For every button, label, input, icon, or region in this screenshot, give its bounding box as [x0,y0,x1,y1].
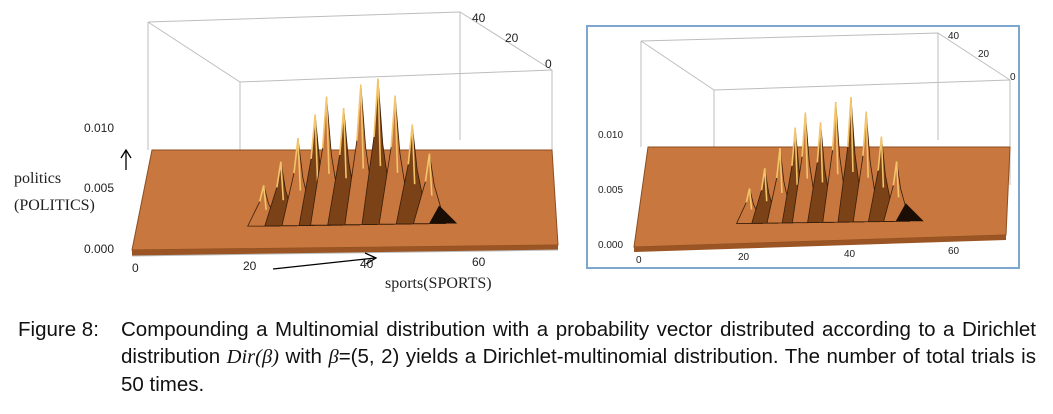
left-z-tick-0: 0.000 [84,242,114,256]
right-z-tick-0: 0.000 [598,240,623,251]
surface-peak-highlight [831,102,839,175]
left-box-back [147,11,553,195]
figure-caption: Figure 8: Compounding a Multinomial distr… [18,316,1040,398]
surface-peak-highlight [276,161,285,201]
right-depth-tick-0: 40 [948,31,960,42]
right-surface-plot: 0.000 0.005 0.010 0 20 40 60 40 20 0 [598,31,1016,266]
caption-label: Figure 8: [18,318,99,341]
caption-beta-value: =(5, 2) [338,345,400,368]
right-depth-tick-2: 0 [1010,72,1016,83]
surface-peak-highlight [321,96,330,174]
caption-text-after: yields a Dirichlet-multinomial distribut… [121,345,1036,396]
left-z-tick-2: 0.010 [84,121,114,135]
surface-shadow [895,203,924,222]
caption-beta-symbol: β [328,346,339,368]
surface-peak-highlight [373,78,382,167]
right-surface-floor-front [634,235,1006,252]
surface-peak-highlight [390,95,399,173]
right-x-axis: 0 20 40 60 [636,246,960,266]
surface-peak [412,153,446,225]
surface-peak-highlight [791,127,798,185]
caption-text-middle: with [279,345,329,368]
right-depth-tick-1: 20 [978,49,990,60]
right-x-tick-0: 0 [636,255,642,266]
surface-peak-highlight [310,114,319,182]
surface-peak-highlight [862,111,869,178]
left-box-front [131,249,559,257]
left-x-tick-1: 20 [243,259,257,273]
right-x-tick-1: 20 [738,252,750,263]
left-depth-tick-0: 40 [472,11,486,25]
caption-dir-symbol: Dir(β) [226,346,279,368]
surface-peak-highlight [293,138,302,191]
left-xlabel: sports(SPORTS) [385,275,492,292]
right-z-tick-1: 0.005 [598,185,623,196]
surface-peak-highlight [846,96,854,173]
right-z-tick-2: 0.010 [598,130,623,141]
surface-peak-highlight [356,84,365,169]
surface-peak-highlight [745,188,753,210]
right-box-back [640,32,1011,185]
left-x-tick-3: 60 [472,255,486,269]
left-depth-axis: 40 20 0 [472,11,552,71]
surface-peak-highlight [258,185,267,210]
left-ylabel-line2: (POLITICS) [14,197,95,214]
caption-body: Compounding a Multinomial distribution w… [121,316,1036,398]
right-z-axis: 0.000 0.005 0.010 [598,130,623,251]
caption-text-before: Compounding a Multinomial distribution w… [121,318,1036,368]
surface-peak-highlight [338,108,347,179]
right-surface-peaks [735,96,924,224]
surface-peak-highlight [424,153,433,196]
left-x-tick-0: 0 [132,261,139,275]
surface-shadow [429,205,458,224]
right-x-tick-3: 60 [948,246,960,257]
surface-peak-highlight [407,124,416,185]
right-x-tick-2: 40 [844,249,856,260]
surface-peak-highlight [775,147,783,194]
surface-peak-highlight [760,168,768,202]
left-ylabel-line1: politics [14,170,61,187]
left-z-tick-1: 0.005 [84,181,114,195]
left-surface-floor-front [132,245,558,256]
surface-peak-highlight [877,136,885,188]
surface-peak [883,161,911,222]
left-depth-tick-1: 20 [505,31,519,45]
left-surface-peaks [247,78,458,227]
surface-peak-highlight [816,122,824,183]
right-depth-axis: 40 20 0 [948,31,1016,83]
left-axis-arrows [120,148,378,270]
left-surface-plot: 0.000 0.005 0.010 0 20 40 60 40 20 0 pol… [14,11,559,292]
surface-peak-highlight [892,161,900,198]
left-z-axis: 0.000 0.005 0.010 [84,121,114,256]
surface-peak-highlight [801,112,809,179]
left-depth-tick-2: 0 [545,57,552,71]
